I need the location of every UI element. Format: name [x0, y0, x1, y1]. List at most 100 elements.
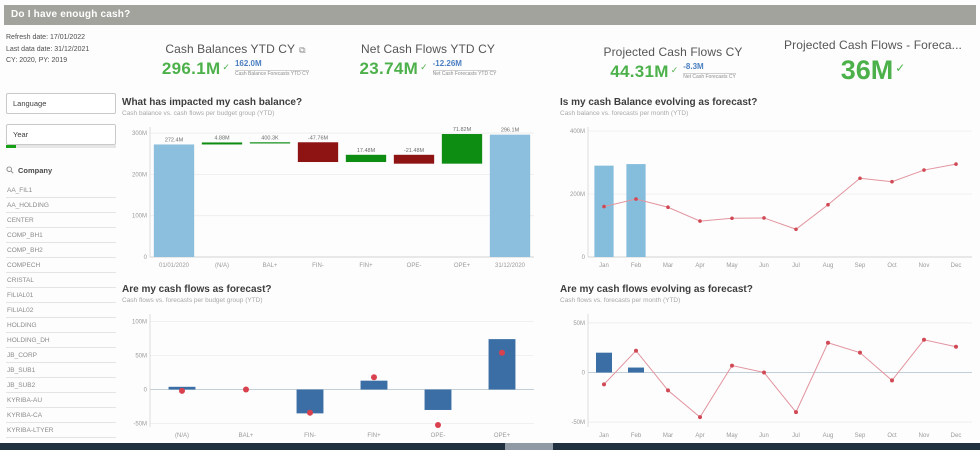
- sidebar: Refresh date: 17/01/2022 Last data date:…: [6, 32, 116, 438]
- svg-text:Sep: Sep: [855, 263, 866, 269]
- list-item[interactable]: CRISTAL: [6, 273, 116, 288]
- svg-text:(N/A): (N/A): [175, 433, 189, 439]
- list-item[interactable]: FILIAL02: [6, 303, 116, 318]
- kpi-secondary: 162.0M Cash Balance Forecasts YTD CY: [234, 59, 310, 77]
- svg-text:May: May: [726, 433, 737, 439]
- svg-text:400M: 400M: [570, 129, 585, 135]
- list-item[interactable]: CENTER: [6, 213, 116, 228]
- panel-flows-vs-forecast: Are my cash flows as forecast? Cash flow…: [122, 284, 540, 445]
- kpi-projected-cash-flows[interactable]: Projected Cash Flows CY 44.31M ✓ -8.3M N…: [578, 45, 768, 82]
- list-item[interactable]: KYRIBA-AU: [6, 393, 116, 408]
- svg-text:Dec: Dec: [951, 263, 962, 269]
- refresh-date: Refresh date: 17/01/2022: [6, 34, 86, 41]
- list-item[interactable]: JB_SUB2: [6, 378, 116, 393]
- svg-text:200M: 200M: [570, 192, 585, 198]
- last-data-date: Last data date: 31/12/2021: [6, 45, 90, 53]
- svg-text:71.82M: 71.82M: [453, 127, 472, 133]
- list-item[interactable]: AA_FIL1: [6, 183, 116, 198]
- svg-text:Jun: Jun: [759, 263, 769, 269]
- svg-text:-47.76M: -47.76M: [308, 135, 329, 141]
- bottom-scrollbar[interactable]: [0, 443, 980, 450]
- kpi-title: Projected Cash Flows - Foreca...: [784, 38, 962, 52]
- list-item[interactable]: JB_SUB1: [6, 363, 116, 378]
- svg-text:Sep: Sep: [855, 433, 866, 439]
- kpi-secondary-value: 162.0M: [234, 59, 262, 68]
- svg-text:BAL+: BAL+: [239, 433, 254, 439]
- scrollbar-thumb[interactable]: [505, 443, 553, 450]
- svg-text:Aug: Aug: [823, 263, 834, 269]
- svg-text:100M: 100M: [132, 214, 147, 220]
- year-filter[interactable]: Year: [6, 123, 116, 145]
- list-item[interactable]: KYRIBA-LTYER: [6, 423, 116, 438]
- svg-text:FIN-: FIN-: [312, 263, 324, 269]
- chart-title: What has impacted my cash balance?: [122, 97, 303, 108]
- company-filter-header[interactable]: Company: [6, 166, 116, 175]
- language-filter[interactable]: Language: [6, 92, 116, 114]
- list-item[interactable]: AA_HOLDING: [6, 198, 116, 213]
- list-item[interactable]: JB_CORP: [6, 348, 116, 363]
- svg-text:Jun: Jun: [759, 433, 769, 439]
- svg-text:300M: 300M: [132, 131, 147, 137]
- list-item[interactable]: FILIAL01: [6, 288, 116, 303]
- svg-text:Apr: Apr: [695, 263, 704, 269]
- waterfall-chart[interactable]: 0 100M 200M 300M 01/01/2020 (N/A) BAL+ FIN- FIN+…: [122, 120, 540, 270]
- svg-text:0: 0: [582, 255, 586, 261]
- svg-text:0: 0: [144, 388, 148, 394]
- kpi-cash-balances-ytd[interactable]: Cash Balances YTD CY ⧉ 296.1M ✓ 162.0M Ca…: [133, 42, 338, 79]
- svg-text:31/12/2020: 31/12/2020: [495, 263, 526, 269]
- list-item[interactable]: COMP_BH1: [6, 228, 116, 243]
- svg-text:296.1M: 296.1M: [501, 128, 520, 134]
- year-selection-indicator: [6, 144, 116, 148]
- svg-text:400.3K: 400.3K: [261, 135, 279, 141]
- chart-title: Is my cash Balance evolving as forecast?: [560, 97, 758, 108]
- svg-text:FIN-: FIN-: [304, 433, 316, 439]
- kpi-value: 36M: [840, 55, 894, 85]
- share-icon[interactable]: ⧉: [299, 45, 306, 55]
- svg-text:OPE+: OPE+: [494, 433, 511, 439]
- list-item[interactable]: HOLDING_DH: [6, 333, 116, 348]
- kpi-secondary-value: -12.26M: [432, 59, 462, 68]
- refresh-info: Refresh date: 17/01/2022 Last data date:…: [6, 32, 116, 67]
- list-item[interactable]: HOLDING: [6, 318, 116, 333]
- check-icon: ✓: [222, 62, 230, 72]
- svg-text:50M: 50M: [135, 353, 147, 359]
- svg-text:Mar: Mar: [663, 433, 673, 439]
- svg-text:Oct: Oct: [887, 433, 897, 439]
- svg-text:Oct: Oct: [887, 263, 897, 269]
- svg-text:Feb: Feb: [631, 433, 642, 439]
- list-item[interactable]: COMPECH: [6, 258, 116, 273]
- svg-text:Jan: Jan: [599, 433, 609, 439]
- chart-subtitle: Cash balance vs. cash flows per budget g…: [122, 110, 275, 117]
- svg-text:Aug: Aug: [823, 433, 834, 439]
- chart-title: Are my cash flows evolving as forecast?: [560, 284, 753, 295]
- svg-text:100M: 100M: [132, 319, 147, 325]
- kpi-secondary-value: -8.3M: [683, 62, 704, 71]
- year-filter-label: Year: [13, 129, 29, 139]
- svg-text:Mar: Mar: [663, 263, 673, 269]
- balance-evolution-chart[interactable]: 0 200M 400M Jan Feb Mar Apr May Jun Jul Aug Sep Oct N…: [560, 120, 978, 270]
- language-filter-label: Language: [13, 98, 47, 108]
- kpi-title: Net Cash Flows YTD CY: [361, 42, 495, 56]
- list-item[interactable]: KYRIBA-CA: [6, 408, 116, 423]
- svg-text:(N/A): (N/A): [215, 263, 229, 269]
- search-icon[interactable]: [6, 166, 14, 174]
- svg-text:BAL+: BAL+: [263, 263, 278, 269]
- svg-text:OPE+: OPE+: [454, 263, 471, 269]
- svg-text:Nov: Nov: [919, 263, 930, 269]
- svg-text:Feb: Feb: [631, 263, 642, 269]
- list-item[interactable]: COMP_BH2: [6, 243, 116, 258]
- kpi-net-cash-flows-ytd[interactable]: Net Cash Flows YTD CY 23.74M ✓ -12.26M N…: [333, 42, 523, 79]
- svg-text:01/01/2020: 01/01/2020: [159, 263, 190, 269]
- kpi-secondary-label: Net Cash Forecasts CY: [683, 72, 736, 80]
- flows-forecast-chart[interactable]: -50M 0 50M 100M (N/A) BAL+ FIN- FIN+ OPE- OPE+: [122, 307, 540, 440]
- flows-evolution-chart[interactable]: -50M 0 50M Jan Feb Mar Apr May Jun Jul Aug Sep Oct No…: [560, 307, 978, 440]
- kpi-projected-cash-flows-forecast[interactable]: Projected Cash Flows - Foreca... 36M ✓: [772, 38, 974, 86]
- svg-text:-50M: -50M: [571, 420, 585, 426]
- svg-text:4.88M: 4.88M: [214, 135, 230, 141]
- kpi-secondary-label: Net Cash Forecasts YTD CY: [432, 69, 497, 77]
- svg-text:-21.48M: -21.48M: [404, 148, 425, 154]
- svg-text:17.48M: 17.48M: [357, 148, 376, 154]
- chart-subtitle: Cash flows vs. forecasts per budget grou…: [122, 297, 263, 304]
- check-icon: ✓: [895, 61, 906, 75]
